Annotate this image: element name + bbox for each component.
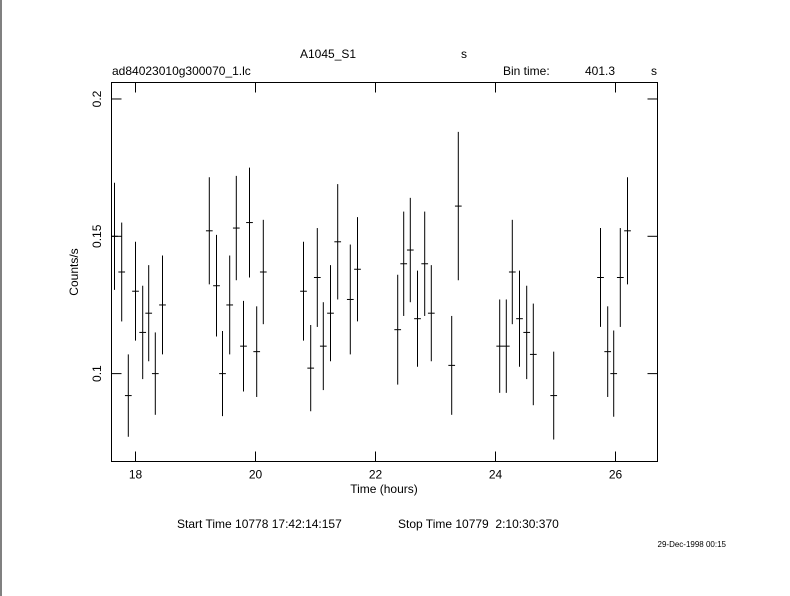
bin-time: 401.3 — [585, 64, 615, 78]
x-tick-label: 20 — [249, 468, 263, 482]
x-axis-label: Time (hours) — [350, 482, 418, 496]
subtitle: ad84023010g300070_1.lc — [112, 64, 251, 78]
x-tick-label: 18 — [129, 468, 143, 482]
bin-time-label: Bin time: — [503, 64, 550, 78]
x-tick-label: 26 — [609, 468, 623, 482]
stop-time: Stop Time 10779 2:10:30:370 — [398, 517, 559, 531]
y-tick-label: 0.1 — [90, 365, 104, 382]
title-unit: s — [461, 47, 467, 61]
bin-time-unit: s — [651, 64, 657, 78]
chart-title: A1045_S1 — [300, 47, 356, 61]
x-tick-label: 22 — [369, 468, 383, 482]
y-axis-label: Counts/s — [67, 248, 81, 295]
y-tick-label: 0.2 — [90, 90, 104, 107]
y-tick-label: 0.15 — [90, 224, 104, 248]
x-tick-label: 24 — [489, 468, 503, 482]
plot-frame — [111, 82, 658, 462]
start-time: Start Time 10778 17:42:14:157 — [177, 517, 342, 531]
timestamp: 29-Dec-1998 00:15 — [658, 540, 727, 549]
